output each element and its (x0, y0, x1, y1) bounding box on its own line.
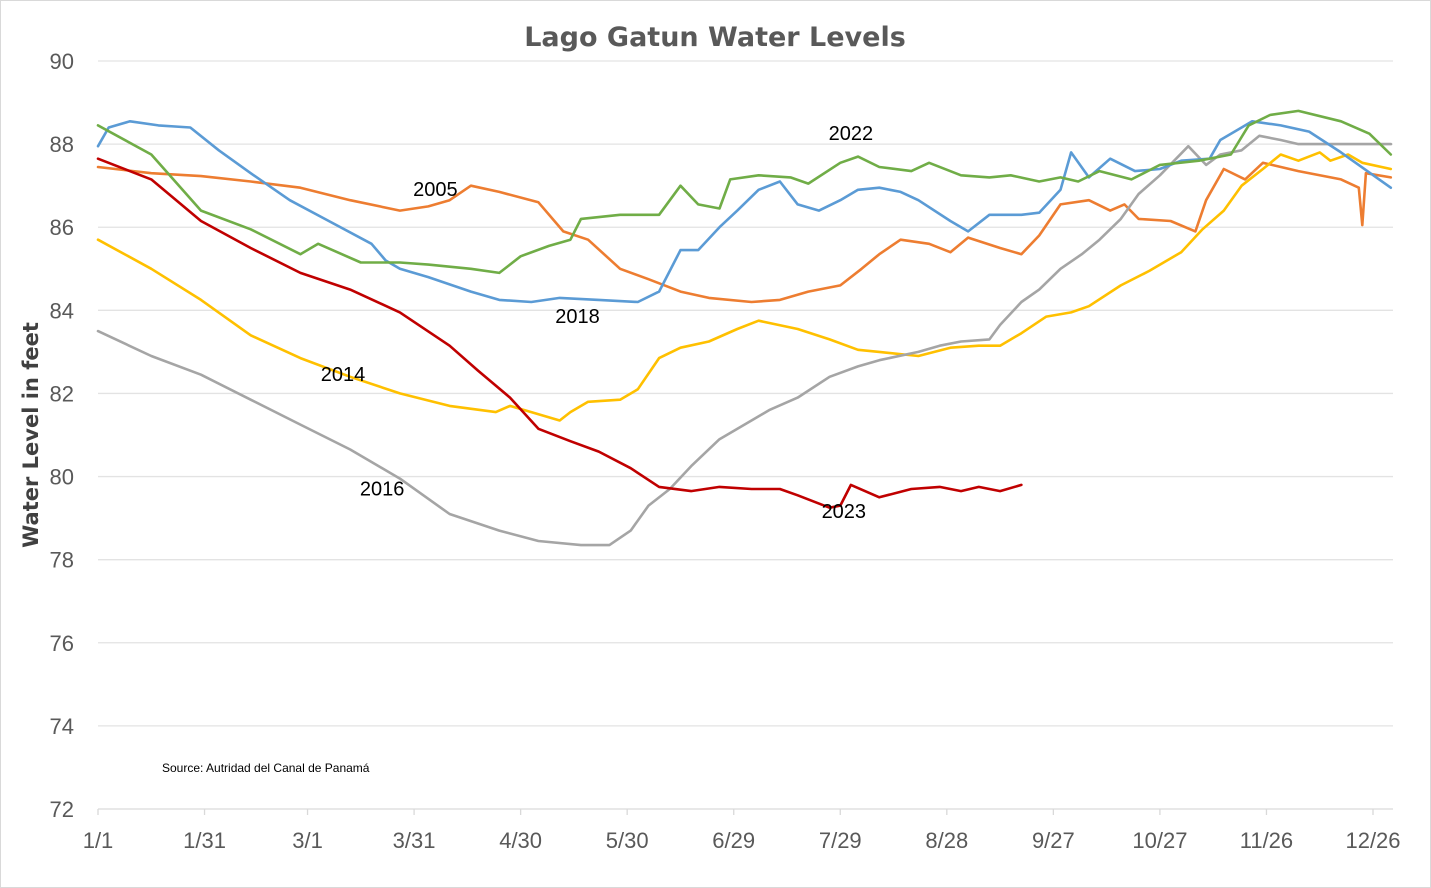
y-tick-label: 88 (50, 132, 74, 157)
series-line-2005 (96, 161, 1393, 304)
x-tick-label: 11/26 (1240, 828, 1293, 853)
y-tick-label: 78 (50, 548, 74, 573)
x-axis-ticks: 1/1 1/31 3/1 3/31 4/30 5/30 6/29 7/29 8/28 9/27 10… (83, 828, 1401, 853)
y-tick-label: 72 (50, 797, 74, 822)
y-tick-label: 86 (50, 215, 74, 240)
x-tick-label: 4/30 (499, 828, 542, 853)
x-tick-label: 1/31 (183, 828, 226, 853)
x-tick-label: 6/29 (712, 828, 755, 853)
y-tick-label: 84 (50, 298, 74, 323)
y-tick-label: 74 (50, 714, 74, 739)
series-line-2018 (96, 120, 1393, 304)
y-tick-label: 76 (50, 631, 74, 656)
y-tick-label: 80 (50, 465, 74, 490)
series-labels: 2005 2014 2016 2018 2022 2023 (321, 123, 873, 523)
x-tick-label: 12/26 (1345, 828, 1400, 853)
x-tick-label: 3/31 (393, 828, 436, 853)
series-line-2022 (96, 109, 1393, 275)
y-tick-label: 82 (50, 381, 74, 406)
y-axis-ticks: 72 74 76 78 80 82 84 86 88 90 (50, 49, 74, 822)
series-label-2005: 2005 (413, 179, 458, 201)
x-tick-label: 10/27 (1132, 828, 1187, 853)
x-tick-label: 8/28 (925, 828, 968, 853)
series-label-2016: 2016 (360, 478, 405, 500)
y-tick-label: 90 (50, 49, 74, 74)
y-axis-label: Water Level in feet (19, 322, 43, 548)
source-note: Source: Autridad del Canal de Panamá (162, 761, 370, 775)
series-label-2023: 2023 (822, 501, 867, 523)
gridlines (98, 60, 1393, 727)
x-tick-label: 5/30 (606, 828, 649, 853)
series-label-2018: 2018 (555, 306, 600, 328)
series-line-2023 (96, 157, 1023, 510)
series-lines (96, 109, 1393, 547)
x-tick-label: 3/1 (292, 828, 323, 853)
series-line-2016 (96, 134, 1393, 547)
x-tick-label: 9/27 (1032, 828, 1075, 853)
x-axis (97, 808, 1393, 815)
chart-title: Lago Gatun Water Levels (524, 22, 906, 53)
x-tick-label: 1/1 (83, 828, 114, 853)
series-label-2014: 2014 (321, 364, 366, 386)
series-line-2014 (96, 151, 1393, 422)
x-tick-label: 7/29 (819, 828, 862, 853)
series-label-2022: 2022 (829, 123, 874, 145)
